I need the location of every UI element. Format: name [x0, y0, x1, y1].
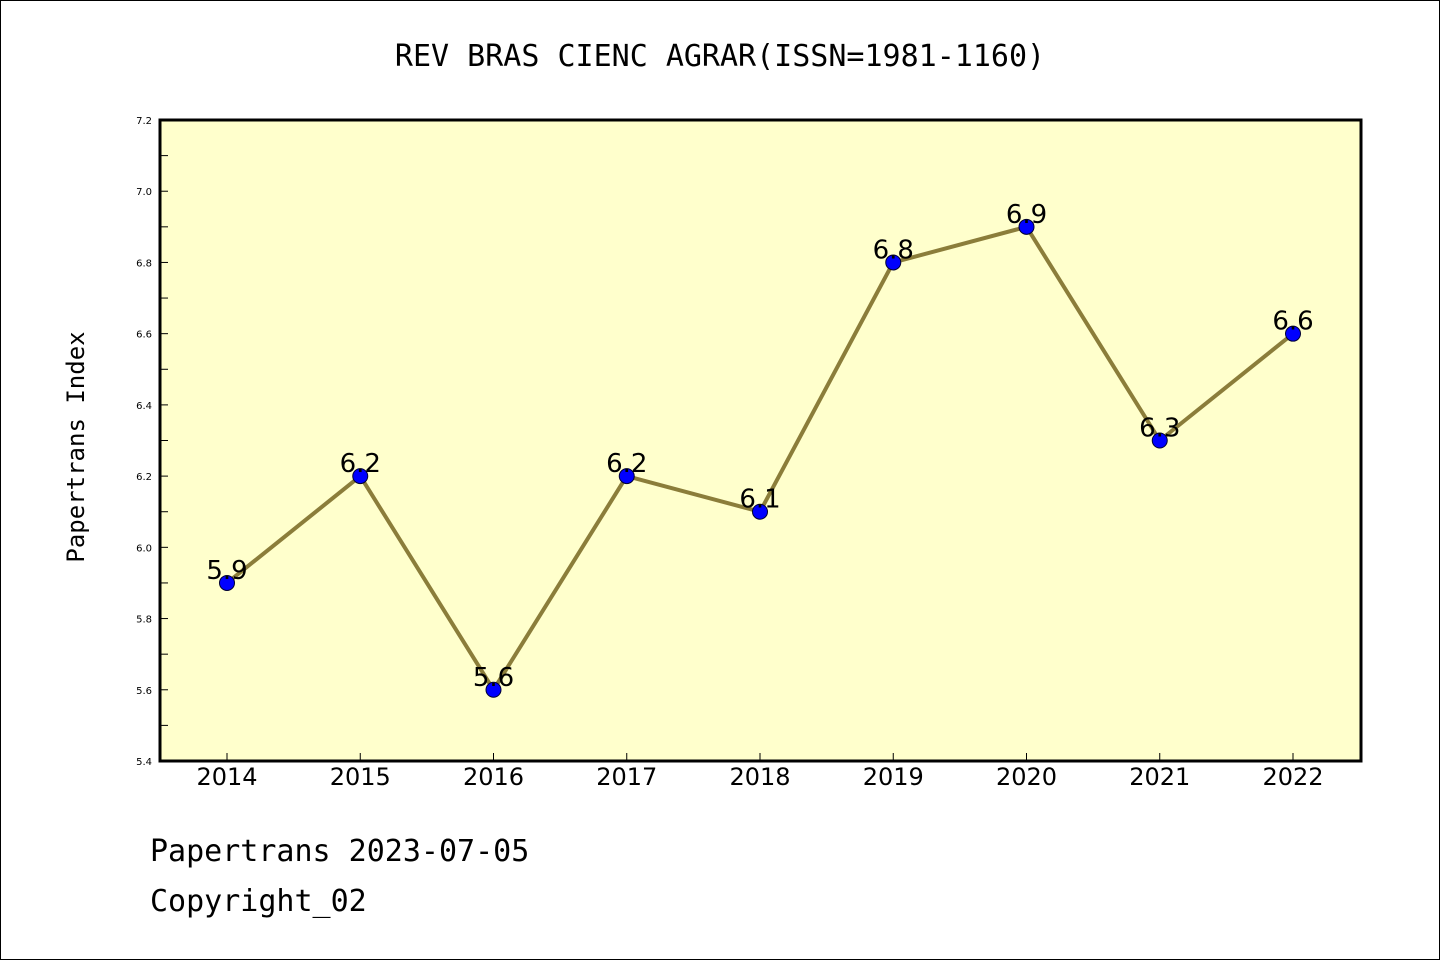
data-label: 6.6	[1272, 307, 1313, 337]
chart-title: REV BRAS CIENC AGRAR(ISSN=1981-1160)	[395, 39, 1045, 74]
x-tick-label: 2020	[996, 763, 1057, 791]
data-point	[1285, 325, 1301, 342]
data-label: 6.9	[1006, 200, 1047, 230]
data-label: 6.2	[606, 449, 647, 479]
x-tick-label: 2014	[196, 763, 257, 791]
y-tick-label: 6.8	[136, 258, 152, 269]
y-tick-label: 6.6	[136, 330, 152, 341]
data-point	[1151, 432, 1168, 449]
plot-area	[160, 120, 1361, 761]
x-axis-ticks: 2014 2015 2016 2017 2018 2019 2020 2021 2022	[196, 753, 1324, 791]
series-line-group	[219, 218, 1301, 698]
footer-copyright: Copyright_02	[150, 884, 367, 919]
data-point	[885, 254, 902, 271]
x-tick-label: 2015	[330, 763, 391, 791]
y-tick-label: 6.2	[136, 472, 152, 483]
x-tick-label: 2022	[1262, 763, 1323, 791]
x-tick-label: 2021	[1129, 763, 1190, 791]
y-tick-label: 5.8	[136, 615, 152, 626]
footer-date: Papertrans 2023-07-05	[150, 834, 530, 869]
data-label: 5.9	[206, 556, 247, 586]
y-tick-label: 5.6	[136, 686, 152, 697]
plot-border	[158, 118, 1363, 763]
y-axis-ticks: 5.4 5.6 5.8 6.0 6.2 6.4 6.6 6.8 7.0 7.2	[136, 116, 168, 768]
data-point	[352, 468, 369, 485]
x-tick-label: 2018	[729, 763, 790, 791]
y-axis-label: Papertrans Index	[62, 331, 90, 562]
data-point	[485, 681, 502, 698]
y-tick-label: 6.0	[136, 543, 152, 554]
data-label: 6.1	[739, 485, 780, 515]
x-tick-label: 2016	[463, 763, 524, 791]
y-tick-label: 7.2	[136, 116, 152, 127]
x-tick-label: 2019	[863, 763, 924, 791]
data-point	[1018, 218, 1035, 235]
y-tick-label: 6.4	[136, 401, 152, 412]
data-label: 6.3	[1139, 414, 1180, 444]
y-tick-label: 5.4	[136, 757, 152, 768]
data-point	[752, 503, 768, 520]
data-label: 5.6	[473, 663, 514, 693]
data-labels: 5.9 6.2 5.6 6.2 6.1 6.8 6.9 6.3 6.6	[206, 200, 1313, 693]
data-label: 6.2	[340, 449, 381, 479]
data-point	[618, 468, 635, 485]
data-label: 6.8	[873, 235, 914, 265]
data-point	[219, 574, 235, 591]
x-tick-label: 2017	[596, 763, 657, 791]
y-tick-label: 7.0	[136, 187, 152, 198]
